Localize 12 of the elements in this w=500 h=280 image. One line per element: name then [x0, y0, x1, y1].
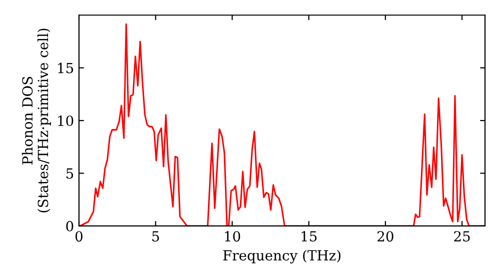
- x-tick-label: 25: [454, 231, 470, 242]
- y-tick-label: 10: [58, 116, 74, 126]
- x-tick-label: 20: [378, 231, 394, 242]
- x-axis-title: Frequency (THz): [223, 250, 340, 264]
- x-tick-label: 0: [75, 231, 82, 242]
- x-tick-label: 5: [152, 231, 159, 242]
- x-tick-label: 10: [225, 231, 240, 242]
- y-axis-title: Phonon DOS (States/THz·primitive cell): [22, 28, 51, 212]
- y-tick-label: 0: [66, 220, 74, 232]
- y-tick-label: 5: [66, 168, 74, 179]
- y-tick-label: 15: [58, 62, 74, 74]
- x-tick-label: 15: [302, 231, 317, 242]
